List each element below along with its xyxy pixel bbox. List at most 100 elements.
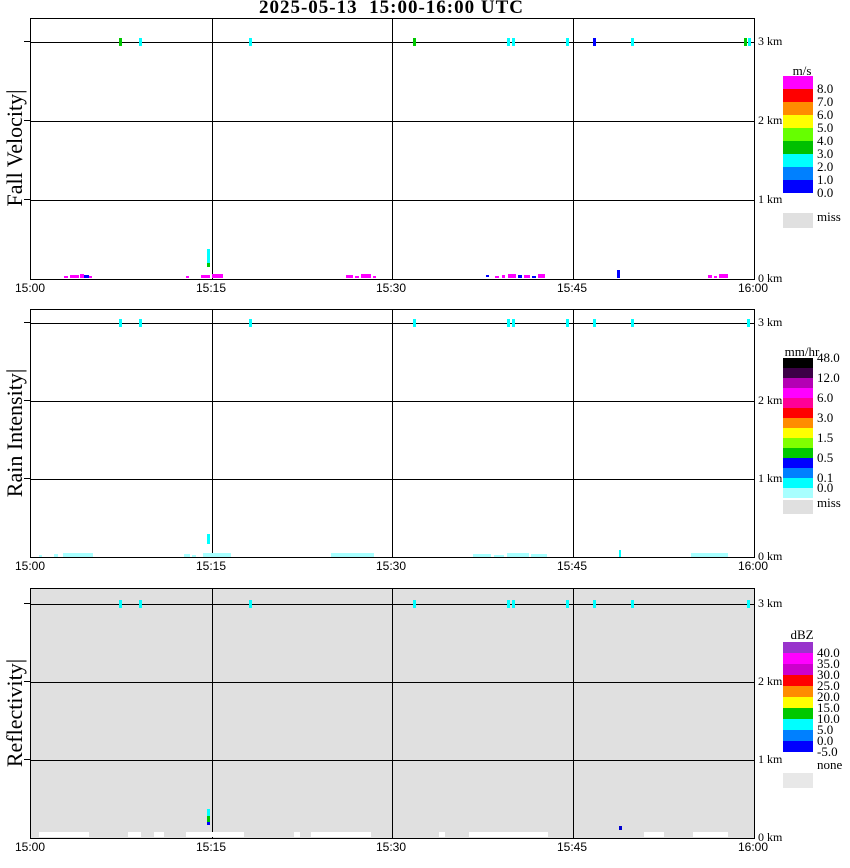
data-mark [413,600,416,608]
legend-missing-label: miss [817,209,841,224]
x-tick-label: 16:00 [737,281,769,295]
data-mark [154,832,164,837]
legend-swatch [783,697,813,708]
legend-swatch [783,730,813,741]
legend-value-label: 0.0 [817,185,834,200]
gridline-vertical [573,310,574,557]
gridline-vertical [392,310,393,557]
data-mark [566,319,569,327]
data-mark [538,274,545,278]
gridline-horizontal [31,479,754,480]
axis-tick-left [24,322,30,323]
x-tick-label: 16:00 [737,559,769,573]
legend-swatch [783,741,813,752]
data-mark [186,832,244,837]
legend-swatch [783,388,813,398]
x-tick-label: 16:00 [737,840,769,854]
data-mark [207,249,210,263]
gridline-vertical [212,19,213,279]
data-mark [507,319,510,327]
legend-value-label: 7.0 [817,94,834,109]
data-mark [502,275,505,278]
axis-tick-left [24,681,30,682]
legend-value-label: 25.0 [817,678,840,693]
figure-title: 2025-05-13 15:00-16:00 UTC [258,0,524,18]
data-mark [631,600,634,608]
legend-value-label: 0.5 [817,450,834,465]
y-tick-label: 0 km [758,271,783,285]
gridline-vertical [392,589,393,838]
data-mark [508,274,516,278]
legend-swatch [783,478,813,488]
legend-swatch [783,115,813,128]
data-mark [70,275,79,278]
legend-swatch [783,76,813,89]
gridline-vertical [212,589,213,838]
data-mark [331,553,374,557]
x-tick-label: 15:30 [375,559,407,573]
data-mark [593,319,596,327]
plot-area-fall-velocity [30,18,755,280]
legend-swatch [783,458,813,468]
legend-value-label: 5.0 [817,120,834,135]
data-mark [192,555,196,557]
data-mark [203,553,231,557]
data-mark [89,276,92,278]
data-mark [619,826,622,830]
data-mark [373,276,376,278]
legend-value-label: 6.0 [817,107,834,122]
legend-swatch [783,675,813,686]
legend-value-label: 1.5 [817,430,834,445]
data-mark [693,832,728,837]
data-mark [747,319,750,327]
gridline-horizontal [31,604,754,605]
legend-value-label: 48.0 [817,350,840,365]
legend-missing-label: miss [817,495,841,510]
legend-swatch [783,418,813,428]
legend-value-label: 0.0 [817,480,834,495]
data-mark [207,534,210,544]
gridline-horizontal [31,323,754,324]
legend-value-label: 4.0 [817,133,834,148]
legend-swatch [783,102,813,115]
data-mark [139,600,142,608]
y-tick-label: 3 km [758,34,783,48]
data-mark [512,600,515,608]
data-mark [207,809,210,816]
gridline-horizontal [31,682,754,683]
gridline-vertical [573,589,574,838]
gridline-vertical [392,19,393,279]
legend-value-label: 12.0 [817,370,840,385]
y-axis-label-reflectivity: Reflectivity| [2,658,27,768]
gridline-vertical [573,19,574,279]
legend-missing-swatch [783,500,813,514]
legend-swatch [783,368,813,378]
legend-swatch [783,398,813,408]
legend-swatch [783,653,813,664]
data-mark [139,38,142,46]
legend-value-label: 15.0 [817,700,840,715]
x-tick-label: 15:15 [195,559,227,573]
data-mark [507,38,510,46]
legend-value-label: 8.0 [817,81,834,96]
legend-value-label: 40.0 [817,645,840,660]
legend-value-label: 0.0 [817,733,834,748]
legend-swatch [783,428,813,438]
gridline-horizontal [31,401,754,402]
legend-value-label: -5.0 [817,744,838,759]
data-mark [186,276,189,278]
legend-missing-swatch [783,213,813,228]
y-tick-label: 2 km [758,113,783,127]
data-mark [311,832,371,837]
legend-swatch [783,642,813,653]
axis-tick-left [24,41,30,42]
data-mark [184,554,190,557]
data-mark [532,276,536,278]
data-mark [413,38,416,46]
gridline-horizontal [31,42,754,43]
axis-tick-left [24,478,30,479]
legend-value-label: 35.0 [817,656,840,671]
legend-value-label: 1.0 [817,172,834,187]
legend-value-label: 20.0 [817,689,840,704]
